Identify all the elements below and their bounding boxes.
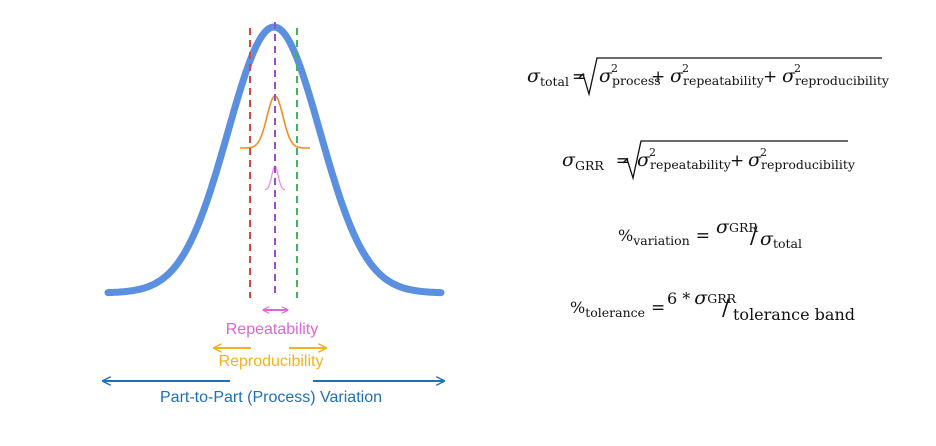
svg-text:σGRR: σGRR <box>716 216 758 238</box>
sqrt-sign-grr <box>622 140 848 181</box>
svg-text:σtotal: σtotal <box>760 228 802 251</box>
svg-text:+: + <box>730 151 744 171</box>
svg-text:σreproducibility: σreproducibility <box>782 65 890 88</box>
svg-text:/: / <box>722 296 730 321</box>
svg-text:+: + <box>763 67 777 87</box>
svg-text:σrepeatability: σrepeatability <box>637 149 732 172</box>
svg-text:σprocess: σprocess <box>599 65 661 88</box>
svg-text:2: 2 <box>794 62 801 75</box>
repeatability-label: Repeatability <box>226 321 319 338</box>
svg-text:2: 2 <box>649 146 656 159</box>
svg-text:σreproducibility: σreproducibility <box>748 149 856 172</box>
svg-text:/: / <box>750 224 758 249</box>
formula-percent-tolerance: %tolerance = 6 * σGRR / tolerance band <box>570 287 855 324</box>
svg-text:σrepeatability: σrepeatability <box>670 65 765 88</box>
part-to-part-label: Part-to-Part (Process) Variation <box>160 389 382 406</box>
svg-text:σGRR=: σGRR = <box>562 149 630 173</box>
svg-text:%variation=: %variation = <box>618 226 710 248</box>
svg-text:2: 2 <box>760 146 767 159</box>
svg-text:2: 2 <box>682 62 689 75</box>
svg-text:%tolerance=: %tolerance = <box>570 298 665 320</box>
svg-text:tolerance band: tolerance band <box>733 305 855 324</box>
formula-sigma-grr: σGRR = σrepeatability 2 + σreproducibilit… <box>562 140 856 181</box>
svg-text:2: 2 <box>611 62 618 75</box>
svg-text:6 *σGRR: 6 * σGRR <box>667 287 737 309</box>
formula-percent-variation: %variation = σGRR / σtotal <box>618 216 802 251</box>
svg-text:σtotal=: σtotal = <box>527 65 586 89</box>
svg-text:+: + <box>651 67 665 87</box>
reproducibility-label: Reproducibility <box>219 353 324 370</box>
sqrt-sign-total <box>578 57 882 97</box>
formula-sigma-total: σtotal = σprocess 2 + σrepeatability 2 + … <box>527 57 890 97</box>
